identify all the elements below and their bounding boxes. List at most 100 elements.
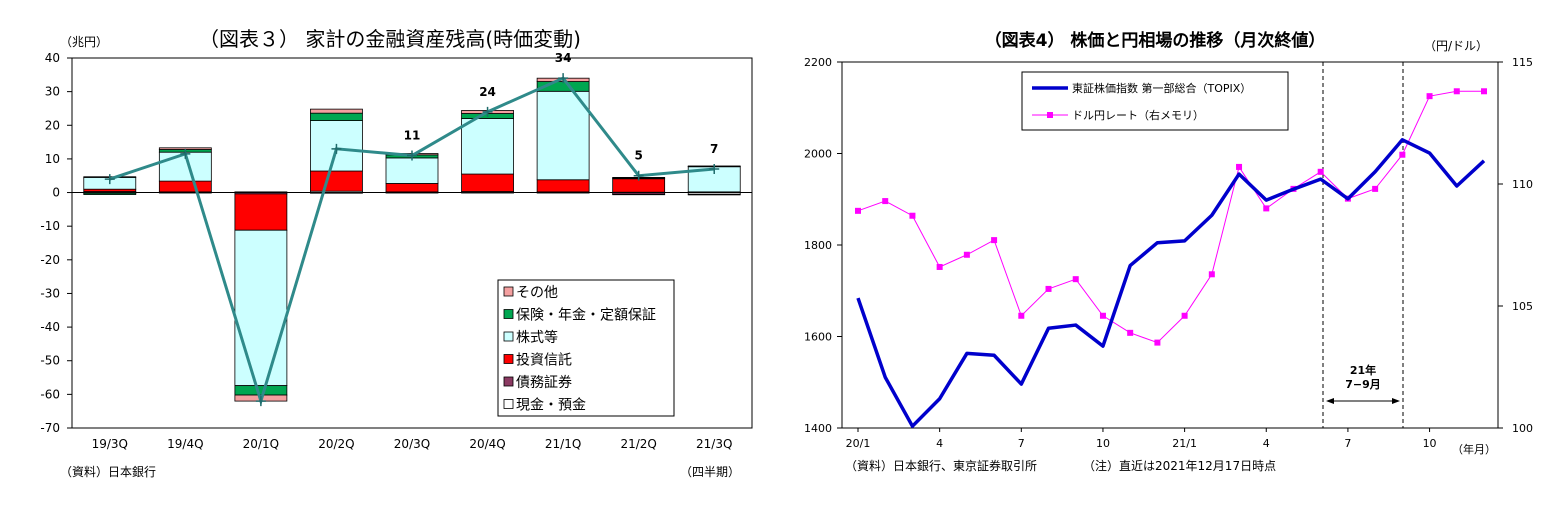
- chart2-xtick-label: 4: [936, 437, 943, 450]
- usdjpy-point-marker: [936, 263, 943, 270]
- chart1-legend-swatch: [503, 331, 514, 342]
- chart1-legend-swatch: [503, 399, 514, 409]
- chart2-xtick-label: 21/1: [1172, 437, 1197, 450]
- chart2-left-tick-label: 2000: [804, 148, 832, 161]
- chart1-x-unit: （四半期）: [680, 465, 740, 479]
- usdjpy-point-marker: [882, 198, 889, 205]
- total-point-marker: [633, 170, 644, 181]
- chart2-right-tick-label: 100: [1512, 422, 1533, 435]
- bar-segment: [461, 118, 514, 175]
- total-point-marker: [180, 148, 191, 159]
- chart1-xtick-label: 20/1Q: [243, 437, 279, 451]
- chart1-legend: [497, 279, 675, 417]
- total-point-marker: [407, 150, 417, 161]
- bar-segment: [385, 183, 439, 193]
- bar-segment: [310, 170, 363, 192]
- bar-segment: [234, 193, 288, 231]
- chart2-xtick-label: 7: [1344, 437, 1351, 450]
- total-data-label: 5: [634, 149, 642, 163]
- chart2-xtick-label: 10: [1096, 437, 1110, 450]
- chart1-legend-label: 投資信託: [516, 353, 572, 369]
- period-annotation-line1: 21年: [1350, 363, 1376, 377]
- total-point-marker: [255, 396, 266, 407]
- usdjpy-point-marker: [1208, 271, 1215, 278]
- chart1-ytick-label: -30: [40, 286, 60, 300]
- usdjpy-point-marker: [1127, 329, 1134, 336]
- chart1-xtick-label: 20/3Q: [394, 437, 430, 451]
- chart1-xtick-label: 19/4Q: [167, 437, 203, 451]
- total-point-marker: [709, 164, 720, 174]
- total-point-marker: [482, 106, 493, 117]
- usdjpy-point-marker: [1236, 163, 1243, 170]
- chart1-title: （図表３） 家計の金融資産残高(時価変動): [199, 27, 581, 51]
- usdjpy-point-marker: [1154, 339, 1161, 346]
- usdjpy-point-marker: [1453, 88, 1460, 95]
- bar-segment: [536, 179, 590, 193]
- chart1-legend-swatch: [503, 354, 514, 364]
- bar-segment: [612, 193, 666, 196]
- period-annotation-line2: 7−9月: [1345, 378, 1381, 391]
- total-data-label: 24: [479, 85, 496, 99]
- usdjpy-point-marker: [1372, 185, 1379, 192]
- usdjpy-point-marker: [1018, 312, 1025, 319]
- chart2-x-unit: （年月）: [1452, 442, 1496, 456]
- chart1-ytick-label: -60: [40, 387, 60, 401]
- legend-usdjpy-marker: [1047, 112, 1053, 118]
- usdjpy-point-marker: [963, 251, 970, 258]
- period-arrow-left-head: [1326, 398, 1334, 404]
- chart2-note: （注）直近は2021年12月17日時点: [1083, 458, 1276, 473]
- chart1-legend-swatch: [503, 286, 514, 297]
- chart1-xtick-label: 20/4Q: [469, 437, 505, 451]
- usdjpy-point-marker: [1481, 88, 1487, 95]
- chart1-unit-label: （兆円）: [60, 35, 108, 49]
- usdjpy-point-marker: [909, 212, 916, 219]
- bar-segment: [461, 173, 514, 192]
- chart2-right-tick-label: 110: [1512, 178, 1533, 191]
- total-point-marker: [331, 143, 342, 154]
- bar-segment: [612, 178, 666, 193]
- chart2-right-tick-label: 105: [1512, 300, 1533, 313]
- chart1-legend-label: その他: [516, 285, 558, 301]
- chart1-xtick-label: 20/2Q: [318, 437, 354, 451]
- legend-topix-label: 東証株価指数 第一部総合（TOPIX）: [1072, 81, 1251, 95]
- chart1-ytick-label: -50: [40, 354, 60, 368]
- chart1-legend-label: 保険・年金・定額保証: [516, 308, 656, 324]
- usdjpy-point-marker: [991, 237, 998, 244]
- usdjpy-point-marker: [1399, 151, 1406, 158]
- total-data-label: 7: [710, 142, 718, 156]
- chart2-xtick-label: 10: [1423, 437, 1437, 450]
- usdjpy-point-marker: [1099, 312, 1106, 319]
- chart1-xtick-label: 21/3Q: [696, 437, 732, 451]
- bar-segment: [83, 192, 137, 195]
- chart1-source: （資料）日本銀行: [60, 465, 156, 479]
- bar-segment: [536, 90, 590, 181]
- chart1-legend-swatch: [503, 309, 514, 319]
- chart2-left-tick-label: 1600: [804, 331, 832, 344]
- bar-segment: [158, 180, 212, 193]
- bar-segment: [687, 193, 741, 196]
- bar-segment: [310, 112, 363, 121]
- bar-segment: [385, 157, 439, 184]
- usdjpy-point-marker: [855, 207, 861, 214]
- chart1-ytick-label: -20: [40, 253, 60, 267]
- chart1-xtick-label: 21/2Q: [620, 437, 656, 451]
- usdjpy-point-marker: [1263, 205, 1270, 212]
- bar-segment: [234, 229, 288, 387]
- chart2-xtick-label: 20/1: [846, 437, 871, 450]
- total-data-label: 11: [404, 129, 421, 143]
- chart2-left-tick-label: 1800: [804, 239, 832, 252]
- chart2-left-tick-label: 2200: [804, 56, 832, 69]
- chart1-xtick-label: 19/3Q: [92, 437, 128, 451]
- usdjpy-point-marker: [1045, 285, 1052, 292]
- bar-segment: [385, 192, 439, 194]
- total-data-label: 34: [555, 51, 572, 65]
- usdjpy-point-marker: [1072, 276, 1079, 283]
- chart1-ytick-label: -40: [40, 320, 60, 334]
- period-arrow-right-head: [1392, 398, 1400, 404]
- chart1-ytick-label: 0: [52, 186, 60, 200]
- chart1-xtick-label: 21/1Q: [545, 437, 581, 451]
- chart1-legend-swatch: [503, 376, 514, 387]
- chart2-left-tick-label: 1400: [804, 422, 832, 435]
- bar-segment: [310, 108, 363, 114]
